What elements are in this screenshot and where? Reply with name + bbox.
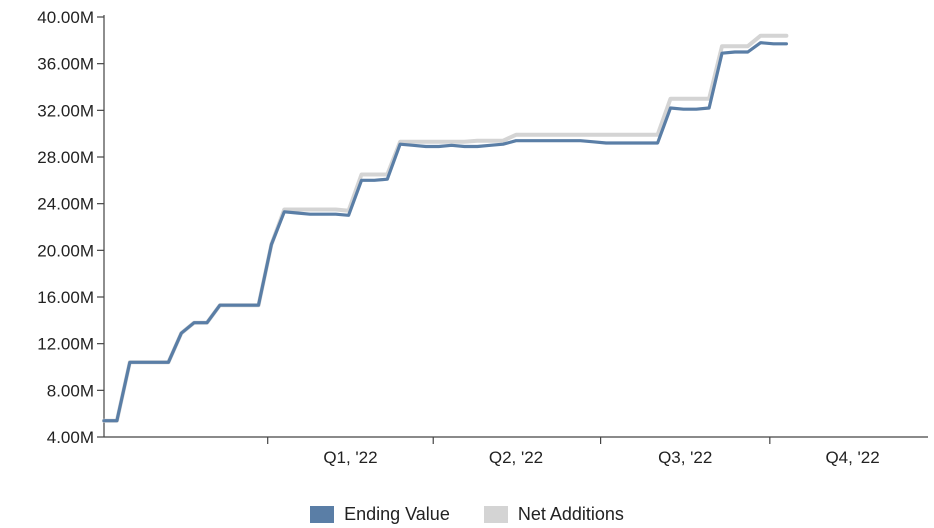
- y-tick-label: 16.00M: [37, 288, 94, 307]
- x-tick-label: Q2, '22: [489, 448, 543, 467]
- legend-label-net-additions: Net Additions: [517, 503, 624, 524]
- y-tick-label: 24.00M: [37, 195, 94, 214]
- y-tick-label: 32.00M: [37, 101, 94, 120]
- legend-item-net-additions[interactable]: Net Additions: [483, 503, 624, 525]
- legend: Ending Value Net Additions: [0, 500, 934, 528]
- series-line-net-additions: [102, 33, 789, 423]
- legend-swatch-net-additions: [483, 505, 508, 523]
- legend-item-ending-value[interactable]: Ending Value: [310, 504, 450, 525]
- series-line-ending-value: [102, 41, 789, 423]
- x-tick-label: Q4, '22: [825, 448, 879, 467]
- y-tick-label: 28.00M: [37, 148, 94, 167]
- x-tick-label: Q3, '22: [658, 448, 712, 467]
- y-tick-label: 40.00M: [37, 8, 94, 27]
- x-tick-label: Q1, '22: [323, 448, 377, 467]
- y-tick-label: 20.00M: [37, 241, 94, 260]
- legend-swatch-ending-value: [310, 505, 335, 523]
- line-chart: 4.00M 8.00M 12.00M 16.00M 20.00M 24.00M 28.00M…: [37, 8, 928, 467]
- y-tick-label: 8.00M: [47, 381, 94, 400]
- y-tick-label: 12.00M: [37, 335, 94, 354]
- y-tick-label: 4.00M: [47, 428, 94, 447]
- legend-label-ending-value: Ending Value: [344, 503, 450, 524]
- y-tick-label: 36.00M: [37, 55, 94, 74]
